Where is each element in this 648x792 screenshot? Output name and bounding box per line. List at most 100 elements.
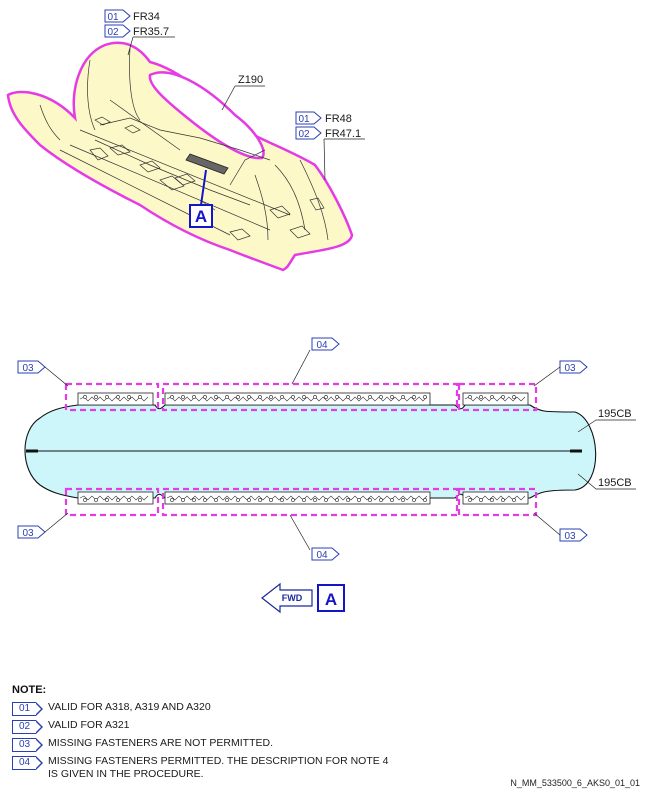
fastener (401, 395, 405, 399)
fastener (116, 395, 120, 399)
fastener (280, 498, 284, 502)
fastener (127, 498, 131, 502)
tag-label: 03 (22, 363, 34, 374)
zone-bottom-right (457, 487, 538, 517)
fastener (83, 498, 87, 502)
view-leader (200, 169, 207, 206)
fastener (335, 498, 339, 502)
fastener (192, 395, 196, 399)
note-tag: 03 (12, 738, 43, 752)
note-text: VALID FOR A318, A319 AND A320 (48, 701, 211, 713)
zone-top-right (457, 382, 538, 412)
callout-group-top-right: 01 FR48 02 FR47.1 (295, 111, 365, 181)
fastener (247, 395, 251, 399)
tag-label: 04 (316, 340, 328, 351)
fastener (138, 498, 142, 502)
note-text: MISSING FASTENERS PERMITTED. THE DESCRIP… (48, 755, 389, 780)
note-item: 04 MISSING FASTENERS PERMITTED. THE DESC… (12, 755, 472, 783)
callout-label: FR35.7 (133, 26, 169, 38)
callout-group-top-left: 01 FR34 02 FR35.7 (104, 9, 175, 56)
fastener (512, 498, 516, 502)
view-box (317, 584, 345, 612)
fastener (479, 395, 483, 399)
fuselage-skin (6, 41, 354, 272)
fastener (390, 395, 394, 399)
forward-label: FWD (282, 593, 303, 603)
fastener (225, 395, 229, 399)
fastener (269, 395, 273, 399)
fastener (94, 395, 98, 399)
fastener (479, 498, 483, 502)
detail-tag-right-top: 03 (533, 360, 588, 387)
fastener (83, 395, 87, 399)
fastener (214, 395, 218, 399)
fastener (501, 395, 505, 399)
fuselage-iso-view: A (6, 41, 354, 272)
fuselage-structure-lines (39, 47, 329, 241)
fastener (170, 395, 174, 399)
zone-callout: Z190 (221, 74, 265, 111)
fastener-line (166, 396, 428, 402)
fastener (302, 395, 306, 399)
fastener (247, 498, 251, 502)
callout-tag: 02 (298, 129, 310, 140)
fastener (324, 498, 328, 502)
note-text: VALID FOR A321 (48, 719, 130, 731)
callout-label: FR48 (325, 113, 352, 125)
fastener (379, 395, 383, 399)
fastener (412, 395, 416, 399)
detail-tag-center-bottom: 04 (289, 514, 340, 561)
tag-label: 03 (564, 531, 576, 542)
tag-label: 03 (22, 528, 34, 539)
fastener (236, 395, 240, 399)
inspection-zones (64, 382, 538, 517)
detail-tag-left-bottom: 03 (17, 512, 69, 539)
strip-bottom-right (462, 491, 529, 505)
fastener (324, 395, 328, 399)
forward-arrow-icon (261, 582, 313, 614)
fastener (423, 395, 427, 399)
fastener (379, 498, 383, 502)
note-item: 01 VALID FOR A318, A319 AND A320 (12, 701, 472, 719)
view-label: A (325, 590, 337, 609)
callout-tag: 01 (107, 12, 119, 23)
fastener (181, 395, 185, 399)
detail-tag-center-top: 04 (291, 337, 340, 385)
fastener (346, 395, 350, 399)
fastener (412, 498, 416, 502)
frame-label: 195CB (598, 477, 632, 489)
fastener (313, 498, 317, 502)
strip-top-center (164, 392, 431, 406)
fastener-line (79, 396, 149, 402)
notes-section: NOTE: 01 VALID FOR A318, A319 AND A320 0… (12, 684, 472, 783)
fastener (335, 395, 339, 399)
note-tag: 01 (12, 702, 43, 716)
fastener (346, 498, 350, 502)
fastener (512, 395, 516, 399)
fastener (127, 395, 131, 399)
fastener (192, 498, 196, 502)
fastener (269, 498, 273, 502)
fastener (423, 498, 427, 502)
fastener (258, 395, 262, 399)
fastener (357, 498, 361, 502)
fastener-line (464, 495, 526, 501)
notes-title: NOTE: (12, 684, 47, 696)
view-marker-box (189, 204, 213, 228)
fastener (291, 395, 295, 399)
fastener (313, 395, 317, 399)
fastener (490, 498, 494, 502)
fastener (116, 498, 120, 502)
fastener-line (79, 495, 149, 501)
fastener (203, 498, 207, 502)
note-tag: 04 (12, 756, 43, 770)
frame-label-lower: 195CB (577, 473, 636, 490)
frame-label: 195CB (598, 408, 632, 420)
callout-label: FR34 (133, 11, 160, 23)
fuselage-opening (148, 71, 265, 160)
fastener (490, 395, 494, 399)
fastener (225, 498, 229, 502)
note-tag: 02 (12, 720, 43, 734)
strip-top-right (462, 392, 529, 406)
tag-label: 03 (564, 363, 576, 374)
